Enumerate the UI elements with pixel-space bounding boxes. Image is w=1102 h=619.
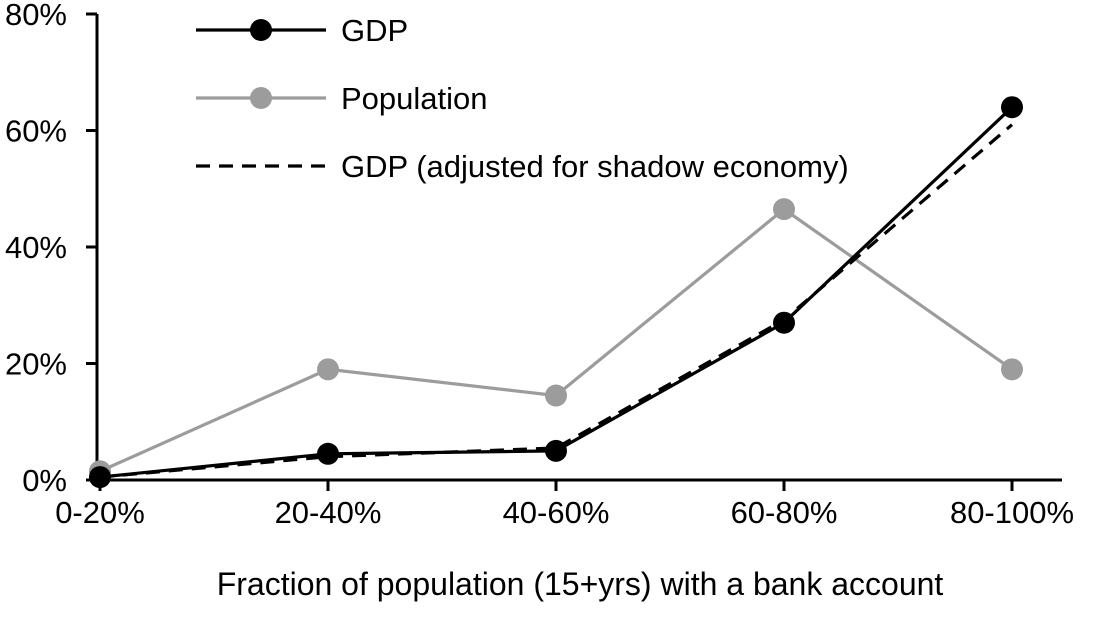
legend-item-population: Population bbox=[196, 81, 488, 116]
x-tick-label: 80-100% bbox=[950, 495, 1074, 530]
legend-population-marker bbox=[250, 87, 272, 109]
axis-lines bbox=[95, 14, 1062, 482]
y-tick-label: 20% bbox=[5, 347, 67, 382]
y-tick-label: 0% bbox=[22, 463, 67, 498]
legend-item-gdp: GDP bbox=[196, 13, 408, 48]
series-marker-0 bbox=[1001, 96, 1023, 119]
series-marker-1 bbox=[1001, 358, 1023, 381]
legend-item-gdp-adjusted: GDP (adjusted for shadow economy) bbox=[196, 149, 849, 184]
series-marker-1 bbox=[545, 384, 567, 407]
x-tick-label: 20-40% bbox=[275, 495, 382, 530]
x-tick-label: 60-80% bbox=[731, 495, 838, 530]
series-marker-0 bbox=[317, 442, 339, 465]
legend-gdp-label: GDP bbox=[341, 13, 408, 48]
series-line-1 bbox=[99, 207, 1013, 473]
series-marker-0 bbox=[545, 439, 567, 462]
legend-gdp-marker bbox=[250, 19, 272, 41]
series-marker-0 bbox=[773, 311, 795, 334]
series-line-2 bbox=[99, 123, 1014, 479]
y-tick-label: 40% bbox=[5, 230, 67, 265]
x-tick-label: 40-60% bbox=[503, 495, 610, 530]
plot-generated: 0% 20% 40% 60% 80% 0-20% 20-40% 40-60% 60-80% 80-… bbox=[5, 0, 1074, 530]
series-marker-0 bbox=[89, 466, 111, 489]
series-marker-1 bbox=[317, 358, 339, 381]
legend-gdp-adjusted-label: GDP (adjusted for shadow economy) bbox=[341, 149, 849, 184]
x-tick-label: 0-20% bbox=[55, 495, 145, 530]
series-marker-1 bbox=[773, 198, 795, 221]
legend-population-label: Population bbox=[341, 81, 488, 116]
y-tick-label: 80% bbox=[5, 0, 67, 32]
y-tick-label: 60% bbox=[5, 114, 67, 149]
legend: GDP Population GDP (adjusted for shadow … bbox=[196, 13, 849, 184]
x-axis-title: Fraction of population (15+yrs) with a b… bbox=[217, 566, 944, 602]
